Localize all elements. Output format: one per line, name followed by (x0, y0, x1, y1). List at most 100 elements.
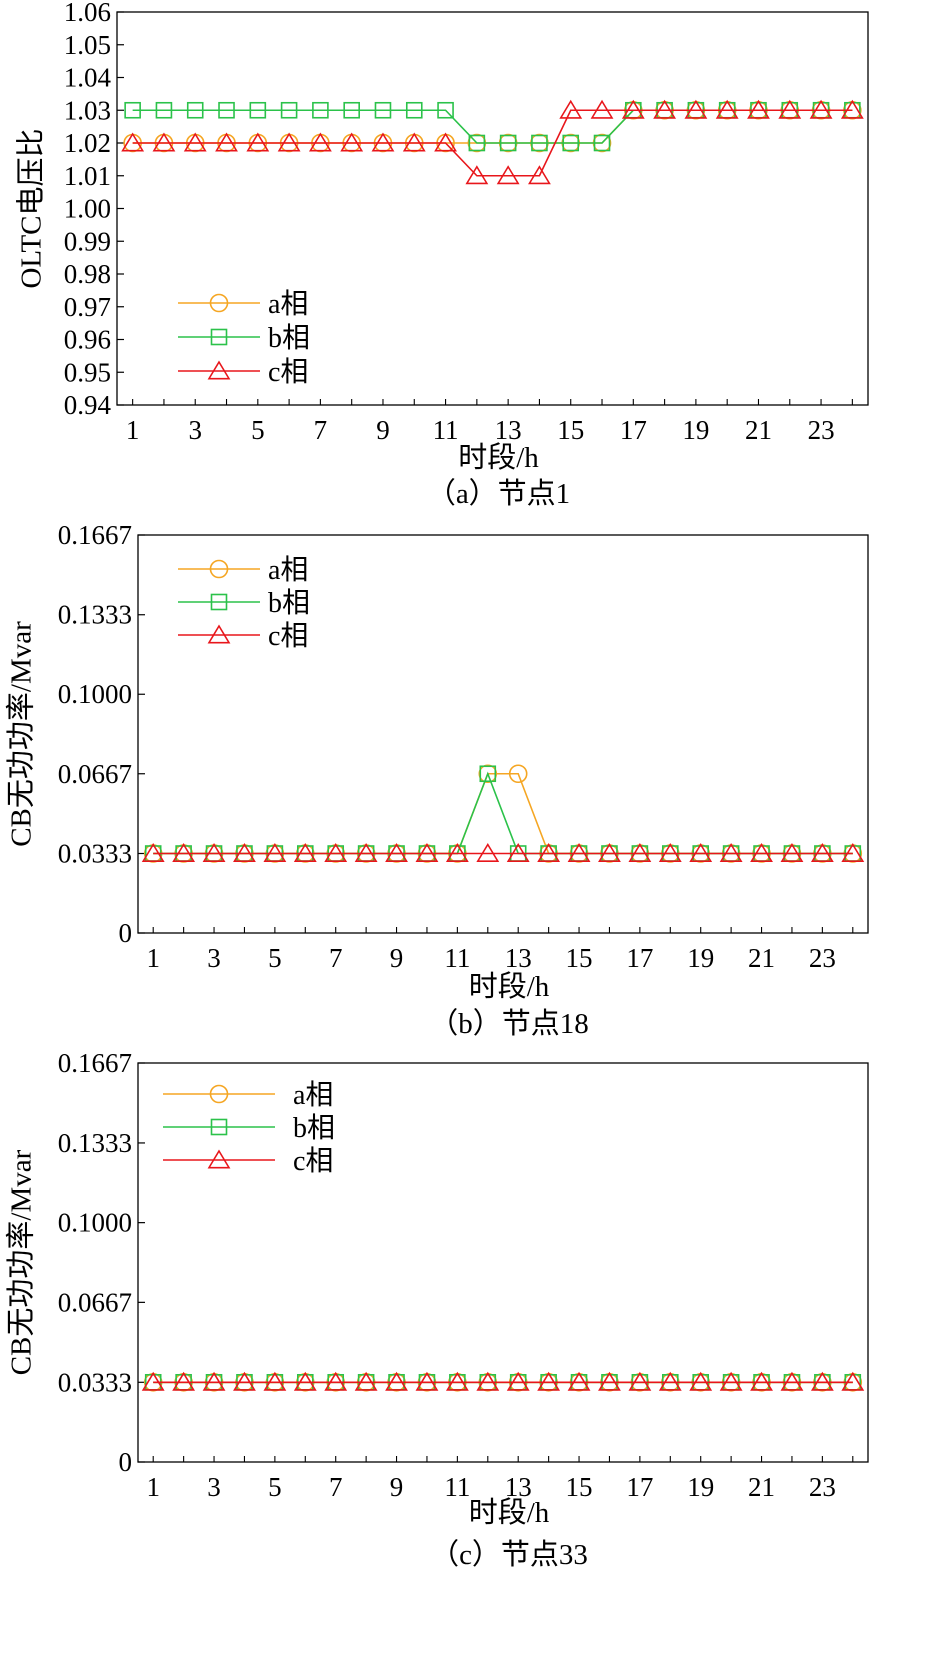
data-point (183, 132, 207, 152)
y-tick-label: 1.03 (64, 95, 111, 125)
data-point (658, 842, 682, 862)
data-point (312, 101, 329, 119)
legend-label: a相 (293, 1079, 333, 1111)
data-point (385, 842, 408, 862)
data-point (528, 165, 551, 185)
x-tick-label: 7 (314, 415, 328, 445)
legend-label: c相 (268, 356, 308, 388)
data-point (810, 842, 834, 862)
x-tick-label: 1 (126, 415, 140, 445)
plot-frame (137, 534, 869, 934)
plot-frame (116, 11, 869, 406)
data-point (506, 842, 530, 862)
x-tick-label: 7 (329, 1472, 343, 1502)
x-tick-label: 1 (146, 1472, 160, 1502)
x-tick-label: 11 (433, 415, 459, 445)
data-point (445, 842, 469, 862)
data-point (437, 101, 454, 119)
y-tick-label: 0.95 (64, 357, 111, 387)
data-point (263, 842, 287, 862)
data-point (621, 99, 645, 119)
data-point (249, 101, 267, 119)
data-point (434, 132, 457, 152)
series-line-2 (132, 109, 853, 144)
data-point (415, 1371, 439, 1391)
data-point (233, 1371, 256, 1391)
x-tick-label: 9 (390, 943, 404, 973)
data-point (343, 101, 360, 119)
data-point (402, 132, 426, 152)
data-point (778, 99, 802, 119)
data-point (152, 132, 176, 152)
x-tick-label: 17 (620, 415, 647, 445)
data-point (747, 99, 770, 119)
data-point (562, 134, 580, 152)
legend-label: c相 (293, 1145, 333, 1177)
data-point (371, 132, 395, 152)
y-tick-label: 1.00 (64, 194, 111, 224)
data-point (598, 1371, 621, 1391)
x-tick-label: 19 (687, 1472, 714, 1502)
x-tick-label: 15 (557, 415, 584, 445)
data-point (172, 842, 196, 862)
data-point (155, 101, 173, 119)
data-point (141, 1371, 165, 1391)
y-tick-label: 0.1333 (58, 1128, 132, 1158)
x-tick-label: 15 (566, 1472, 593, 1502)
x-tick-label: 23 (809, 943, 836, 973)
y-tick-label: 0 (119, 1447, 133, 1477)
chart-panel-1: 0.940.950.960.970.980.991.001.011.021.03… (15, 0, 869, 510)
data-point (478, 764, 498, 784)
series-line-1 (132, 109, 853, 144)
data-point (202, 1371, 226, 1391)
y-tick-label: 0.1000 (58, 1208, 132, 1238)
x-tick-label: 15 (566, 943, 593, 973)
x-tick-label: 1 (146, 943, 160, 973)
y-tick-label: 0.1333 (58, 600, 132, 630)
data-point (809, 99, 833, 119)
data-point (750, 842, 773, 862)
data-point (277, 132, 301, 152)
data-point (465, 165, 489, 185)
data-point (658, 1371, 682, 1391)
y-tick-label: 1.01 (64, 161, 111, 191)
x-tick-label: 21 (748, 1472, 775, 1502)
data-point (689, 1371, 713, 1391)
data-point (293, 1371, 317, 1391)
y-tick-label: 0.96 (64, 325, 111, 355)
y-tick-label: 0.0333 (58, 1367, 132, 1397)
legend-marker (209, 293, 229, 313)
data-point (476, 1371, 500, 1391)
data-point (593, 134, 611, 152)
x-tick-label: 5 (251, 415, 265, 445)
legend-marker (209, 1084, 229, 1104)
data-point (476, 842, 500, 862)
data-point (537, 1371, 561, 1391)
data-point (598, 842, 621, 862)
legend-label: c相 (268, 620, 308, 652)
x-tick-label: 5 (268, 943, 282, 973)
data-point (215, 132, 238, 152)
panel-caption: （b）节点18 (429, 1007, 589, 1040)
data-point (567, 842, 591, 862)
data-point (172, 1371, 196, 1391)
legend-label: b相 (268, 587, 310, 619)
x-tick-label: 3 (188, 415, 202, 445)
y-tick-label: 0.0667 (58, 1287, 132, 1317)
data-point (124, 101, 141, 119)
series-line-2 (153, 771, 853, 855)
x-tick-label: 5 (268, 1472, 282, 1502)
data-point (280, 101, 298, 119)
legend-marker (210, 328, 228, 346)
x-tick-label: 23 (808, 415, 835, 445)
y-tick-label: 0.0667 (58, 759, 132, 789)
data-point (263, 1371, 287, 1391)
y-tick-label: 0.1667 (58, 520, 132, 550)
data-point (374, 101, 392, 119)
data-point (445, 1371, 469, 1391)
x-tick-label: 13 (505, 1472, 532, 1502)
data-point (750, 1371, 773, 1391)
